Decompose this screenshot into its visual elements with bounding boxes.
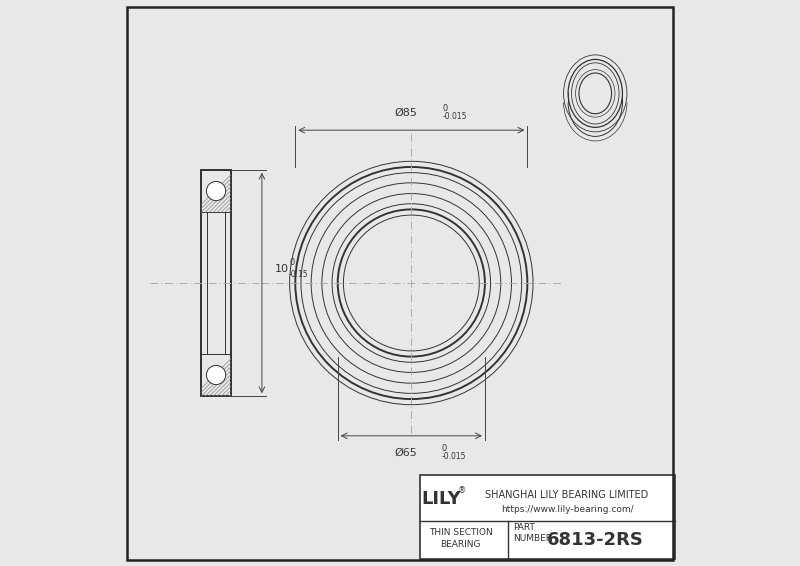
- Text: -0.15: -0.15: [289, 270, 309, 279]
- Text: 10: 10: [274, 264, 288, 274]
- Circle shape: [206, 366, 226, 385]
- Bar: [202, 170, 230, 396]
- Circle shape: [206, 181, 226, 201]
- Text: BEARING: BEARING: [440, 540, 481, 549]
- Text: LILY: LILY: [422, 490, 461, 508]
- Text: SHANGHAI LILY BEARING LIMITED: SHANGHAI LILY BEARING LIMITED: [486, 490, 649, 500]
- Text: 0: 0: [289, 258, 294, 267]
- Bar: [202, 170, 230, 212]
- Bar: [202, 354, 230, 396]
- Text: https://www.lily-bearing.com/: https://www.lily-bearing.com/: [501, 505, 634, 514]
- Text: NUMBER: NUMBER: [514, 534, 552, 543]
- Text: 6813-2RS: 6813-2RS: [547, 531, 644, 549]
- Text: 0: 0: [442, 104, 448, 113]
- Text: Ø65: Ø65: [394, 448, 417, 458]
- Text: -0.015: -0.015: [442, 112, 467, 121]
- Text: THIN SECTION: THIN SECTION: [429, 528, 493, 537]
- Text: PART: PART: [514, 523, 535, 532]
- Text: 0: 0: [442, 444, 446, 453]
- Text: ®: ®: [458, 486, 466, 495]
- Bar: [420, 475, 674, 559]
- Text: Ø85: Ø85: [394, 108, 417, 118]
- Text: -0.015: -0.015: [442, 452, 466, 461]
